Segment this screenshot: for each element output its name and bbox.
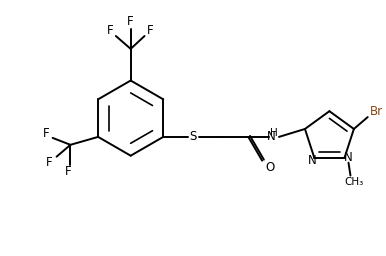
Text: S: S xyxy=(189,130,196,143)
Text: N: N xyxy=(308,154,317,167)
Text: H: H xyxy=(270,128,278,138)
Text: F: F xyxy=(46,156,53,169)
Text: F: F xyxy=(127,15,134,28)
Text: N: N xyxy=(344,151,353,164)
Text: CH₃: CH₃ xyxy=(345,177,364,187)
Text: N: N xyxy=(267,130,276,143)
Text: Br: Br xyxy=(370,105,383,118)
Text: F: F xyxy=(107,24,113,37)
Text: F: F xyxy=(65,165,72,178)
Text: F: F xyxy=(147,24,154,37)
Text: F: F xyxy=(42,127,49,141)
Text: O: O xyxy=(266,161,275,174)
